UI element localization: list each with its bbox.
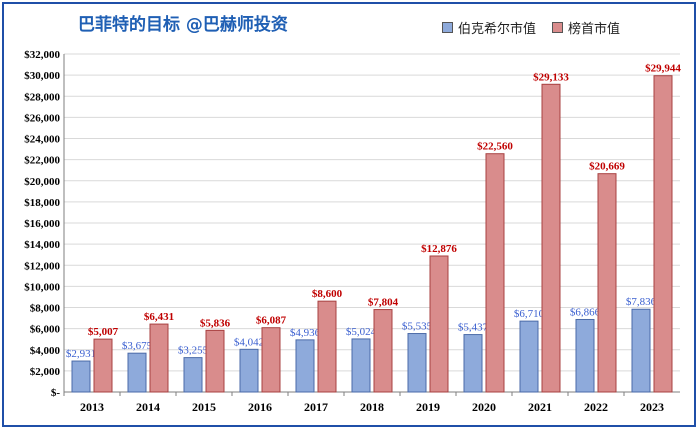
data-label-series-2: $5,007	[88, 326, 119, 338]
bar-series-2	[205, 329, 225, 393]
bar-series-1	[183, 357, 203, 393]
bar-series-2	[149, 323, 169, 393]
data-label-series-1: $6,866	[570, 306, 601, 318]
bar-series-1	[127, 352, 147, 393]
data-label-series-2: $29,133	[533, 71, 569, 83]
data-label-series-1: $7,836	[626, 296, 657, 308]
bar-series-1	[351, 338, 371, 393]
legend-label-series-1: 伯克希尔市值	[458, 22, 537, 37]
bar-series-2	[93, 338, 113, 393]
data-label-series-1: $5,535	[402, 321, 433, 333]
y-tick-label: $12,000	[24, 260, 60, 272]
bar-series-1	[71, 360, 91, 393]
data-label-series-1: $4,936	[290, 327, 321, 339]
x-tick-label: 2013	[80, 400, 104, 414]
bar-series-2	[485, 153, 505, 393]
y-tick-label: $32,000	[24, 49, 60, 61]
data-label-series-1: $3,675	[122, 340, 153, 352]
y-tick-label: $8,000	[30, 303, 61, 315]
legend-item-series-1: 伯克希尔市值	[442, 18, 536, 37]
y-tick-label: $4,000	[30, 345, 61, 357]
data-label-series-1: $4,042	[234, 336, 264, 348]
x-tick-label: 2023	[640, 400, 664, 414]
data-label-series-1: $5,437	[458, 322, 489, 334]
bar-series-1	[463, 334, 483, 393]
y-tick-label: $30,000	[24, 70, 60, 82]
bar-series-2	[653, 75, 673, 393]
bar-series-1	[295, 339, 315, 393]
y-tick-label: $16,000	[24, 218, 60, 230]
bar-series-1	[407, 333, 427, 393]
data-label-series-1: $5,024	[346, 326, 377, 338]
bar-series-1	[519, 320, 539, 393]
bar-series-2	[373, 309, 393, 393]
x-tick-label: 2020	[472, 400, 496, 414]
y-tick-label: $-	[51, 387, 61, 399]
x-tick-label: 2015	[192, 400, 216, 414]
y-tick-label: $28,000	[24, 91, 60, 103]
y-tick-label: $2,000	[30, 366, 61, 378]
data-label-series-1: $2,931	[66, 348, 96, 360]
data-label-series-2: $6,087	[256, 315, 287, 327]
x-tick-label: 2019	[416, 400, 440, 414]
x-tick-label: 2016	[248, 400, 272, 414]
data-label-series-2: $8,600	[312, 288, 343, 300]
y-tick-label: $24,000	[24, 134, 60, 146]
chart-legend: 伯克希尔市值 榜首市值	[442, 18, 636, 37]
data-label-series-2: $12,876	[421, 243, 457, 255]
data-label-series-2: $20,669	[589, 161, 625, 173]
data-label-series-2: $5,836	[200, 317, 231, 329]
data-label-series-2: $6,431	[144, 311, 174, 323]
bar-series-2	[597, 173, 617, 393]
y-tick-label: $18,000	[24, 197, 60, 209]
bar-series-1	[239, 348, 259, 393]
legend-swatch-series-1	[442, 22, 453, 33]
y-tick-label: $14,000	[24, 239, 60, 251]
legend-label-series-2: 榜首市值	[568, 22, 621, 37]
chart-title: 巴菲特的目标 @巴赫师投资	[78, 15, 288, 35]
bar-series-2	[261, 327, 281, 393]
bar-series-2	[541, 83, 561, 393]
bar-series-2	[317, 300, 337, 393]
data-label-series-2: $7,804	[368, 297, 399, 309]
data-label-series-2: $22,560	[477, 141, 513, 153]
x-tick-label: 2014	[136, 400, 160, 414]
x-tick-label: 2017	[304, 400, 328, 414]
bar-series-1	[631, 308, 651, 393]
data-label-series-2: $29,944	[645, 63, 681, 75]
x-tick-label: 2018	[360, 400, 384, 414]
data-label-series-1: $6,710	[514, 308, 545, 320]
y-tick-label: $20,000	[24, 176, 60, 188]
x-tick-label: 2022	[584, 400, 608, 414]
data-label-series-1: $3,255	[178, 345, 209, 357]
legend-item-series-2: 榜首市值	[552, 18, 620, 37]
y-tick-label: $10,000	[24, 281, 60, 293]
legend-swatch-series-2	[552, 22, 564, 33]
y-tick-label: $22,000	[24, 155, 60, 167]
y-tick-label: $26,000	[24, 112, 60, 124]
bar-series-2	[429, 255, 449, 393]
x-tick-label: 2021	[528, 400, 552, 414]
bar-series-1	[575, 318, 595, 393]
y-tick-label: $6,000	[30, 324, 61, 336]
